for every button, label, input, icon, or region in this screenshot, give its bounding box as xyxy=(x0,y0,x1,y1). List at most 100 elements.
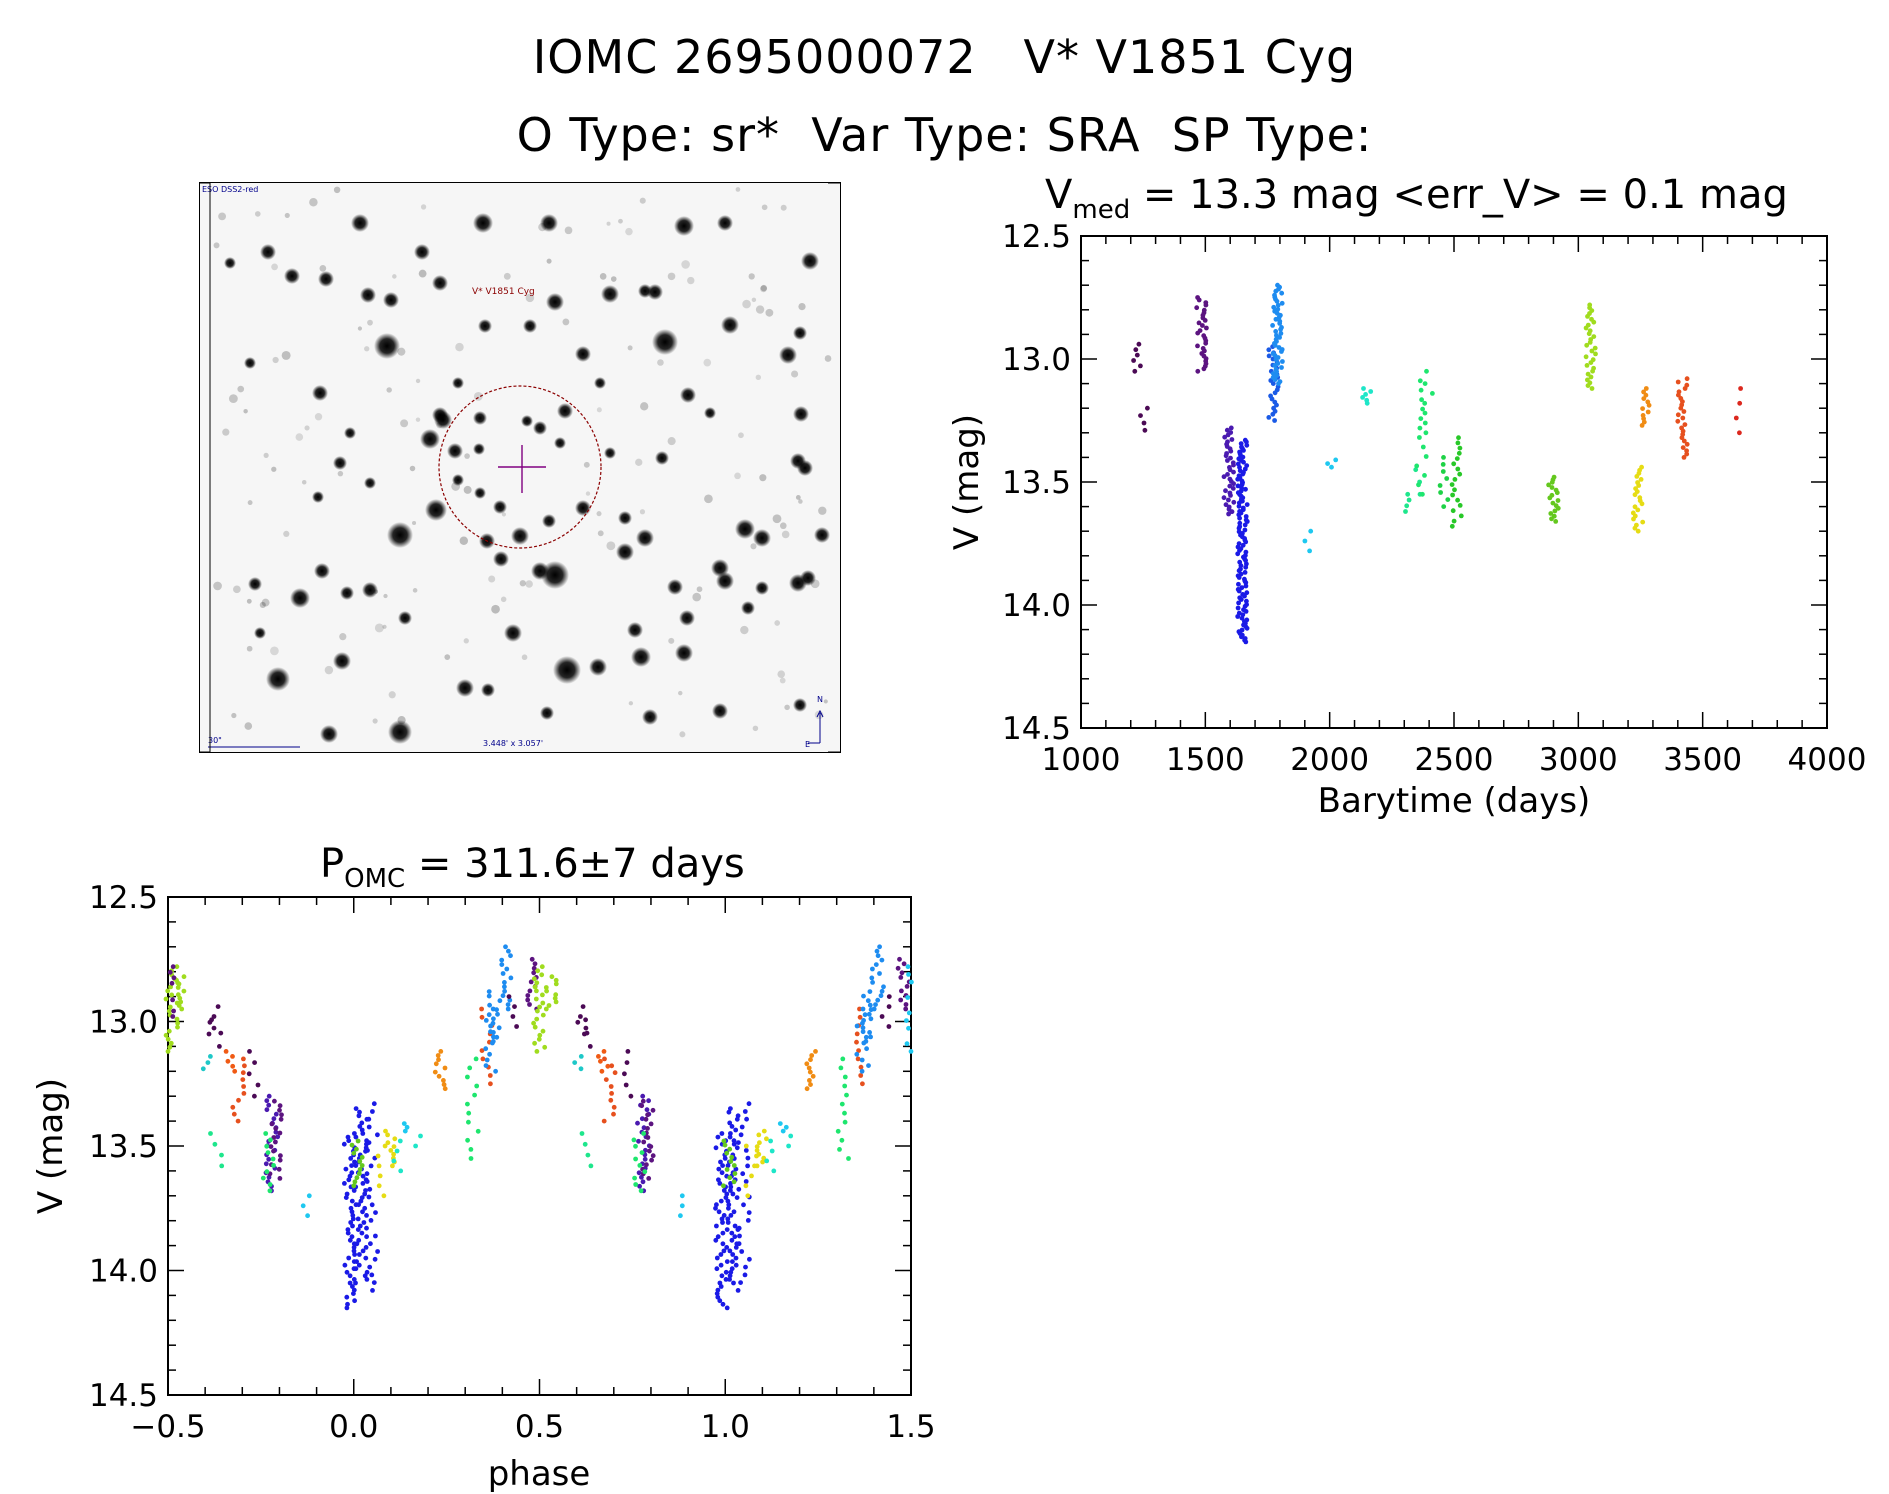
data-point xyxy=(546,1003,552,1008)
data-point xyxy=(1238,510,1244,516)
star xyxy=(473,411,487,425)
data-point xyxy=(353,1163,359,1168)
data-point xyxy=(1684,448,1689,454)
data-point xyxy=(788,1133,794,1139)
data-point xyxy=(716,1166,722,1172)
data-point xyxy=(351,1291,356,1296)
data-point xyxy=(1236,581,1241,587)
data-point xyxy=(1631,516,1636,522)
data-point xyxy=(639,1150,645,1155)
data-point xyxy=(489,1023,495,1028)
data-point xyxy=(724,1167,730,1172)
data-point xyxy=(649,1157,654,1163)
data-point xyxy=(1738,386,1743,391)
data-point xyxy=(728,1181,733,1186)
data-point xyxy=(266,1174,272,1180)
data-point xyxy=(1236,600,1241,606)
data-point xyxy=(639,1103,645,1109)
data-point xyxy=(363,1255,369,1261)
y-tick-label: 12.5 xyxy=(89,880,158,916)
data-point xyxy=(714,1291,720,1296)
data-point xyxy=(1235,490,1241,496)
data-point xyxy=(899,970,905,976)
star xyxy=(667,579,683,595)
data-point xyxy=(1454,456,1460,461)
data-point xyxy=(904,984,910,989)
x-tick-label: 3000 xyxy=(1539,742,1618,778)
faint-star xyxy=(222,428,230,436)
data-point xyxy=(486,1012,492,1018)
data-point xyxy=(1238,488,1244,494)
data-point xyxy=(375,1153,381,1159)
data-point xyxy=(364,1225,369,1231)
data-point xyxy=(1203,302,1209,308)
data-point xyxy=(368,1241,373,1247)
data-point xyxy=(718,1159,723,1165)
y-tick-label: 13.0 xyxy=(89,1005,158,1041)
star xyxy=(266,667,290,691)
data-point xyxy=(1404,503,1410,509)
data-point xyxy=(532,984,538,990)
faint-star xyxy=(374,623,384,633)
data-point xyxy=(372,1155,378,1161)
data-point xyxy=(1274,373,1280,378)
data-point xyxy=(369,1272,375,1278)
data-point xyxy=(354,1259,359,1264)
data-point xyxy=(1272,390,1278,396)
data-point xyxy=(533,996,539,1002)
faint-star xyxy=(795,495,801,500)
data-point xyxy=(531,970,537,976)
data-point xyxy=(537,1032,543,1038)
data-point xyxy=(861,1018,866,1023)
data-point xyxy=(532,961,538,967)
data-point xyxy=(549,974,555,980)
star xyxy=(474,487,486,499)
faint-star xyxy=(755,374,762,381)
data-point xyxy=(1271,350,1276,356)
data-point xyxy=(1554,490,1560,496)
data-point xyxy=(1201,333,1207,339)
data-point xyxy=(727,1120,733,1126)
data-point xyxy=(531,1020,536,1026)
data-point xyxy=(1223,502,1229,508)
data-point xyxy=(345,1227,351,1232)
data-point xyxy=(1235,551,1241,557)
data-point xyxy=(385,1140,391,1146)
data-point xyxy=(721,1213,727,1218)
data-point xyxy=(727,1159,732,1165)
faint-star xyxy=(780,204,787,211)
data-point xyxy=(873,962,879,967)
data-point xyxy=(364,1234,369,1240)
data-point xyxy=(1639,423,1645,428)
data-point xyxy=(721,1138,727,1144)
data-point xyxy=(724,1148,729,1154)
faint-star xyxy=(610,276,617,282)
data-point xyxy=(382,1143,388,1149)
data-point xyxy=(639,1116,645,1122)
data-point xyxy=(359,1195,365,1200)
data-point xyxy=(1229,509,1235,515)
faint-star xyxy=(639,197,646,204)
data-point xyxy=(650,1107,656,1113)
faint-star xyxy=(657,359,664,366)
data-point xyxy=(1240,542,1246,548)
data-point xyxy=(1243,517,1249,523)
data-point xyxy=(402,1128,408,1134)
data-point xyxy=(906,1025,911,1031)
data-point xyxy=(1270,356,1276,362)
data-point xyxy=(578,1066,584,1072)
data-point xyxy=(731,1138,737,1144)
data-point xyxy=(868,1016,874,1022)
data-point xyxy=(1274,298,1280,304)
star xyxy=(314,563,330,579)
data-point xyxy=(764,1136,769,1142)
star xyxy=(793,326,807,340)
scale-label: 30" xyxy=(208,736,222,745)
data-point xyxy=(720,1220,725,1225)
data-point xyxy=(1585,314,1590,319)
data-point xyxy=(1456,450,1462,456)
data-point xyxy=(1422,400,1428,406)
star xyxy=(793,406,809,422)
data-point xyxy=(391,1155,396,1161)
star xyxy=(638,284,652,298)
